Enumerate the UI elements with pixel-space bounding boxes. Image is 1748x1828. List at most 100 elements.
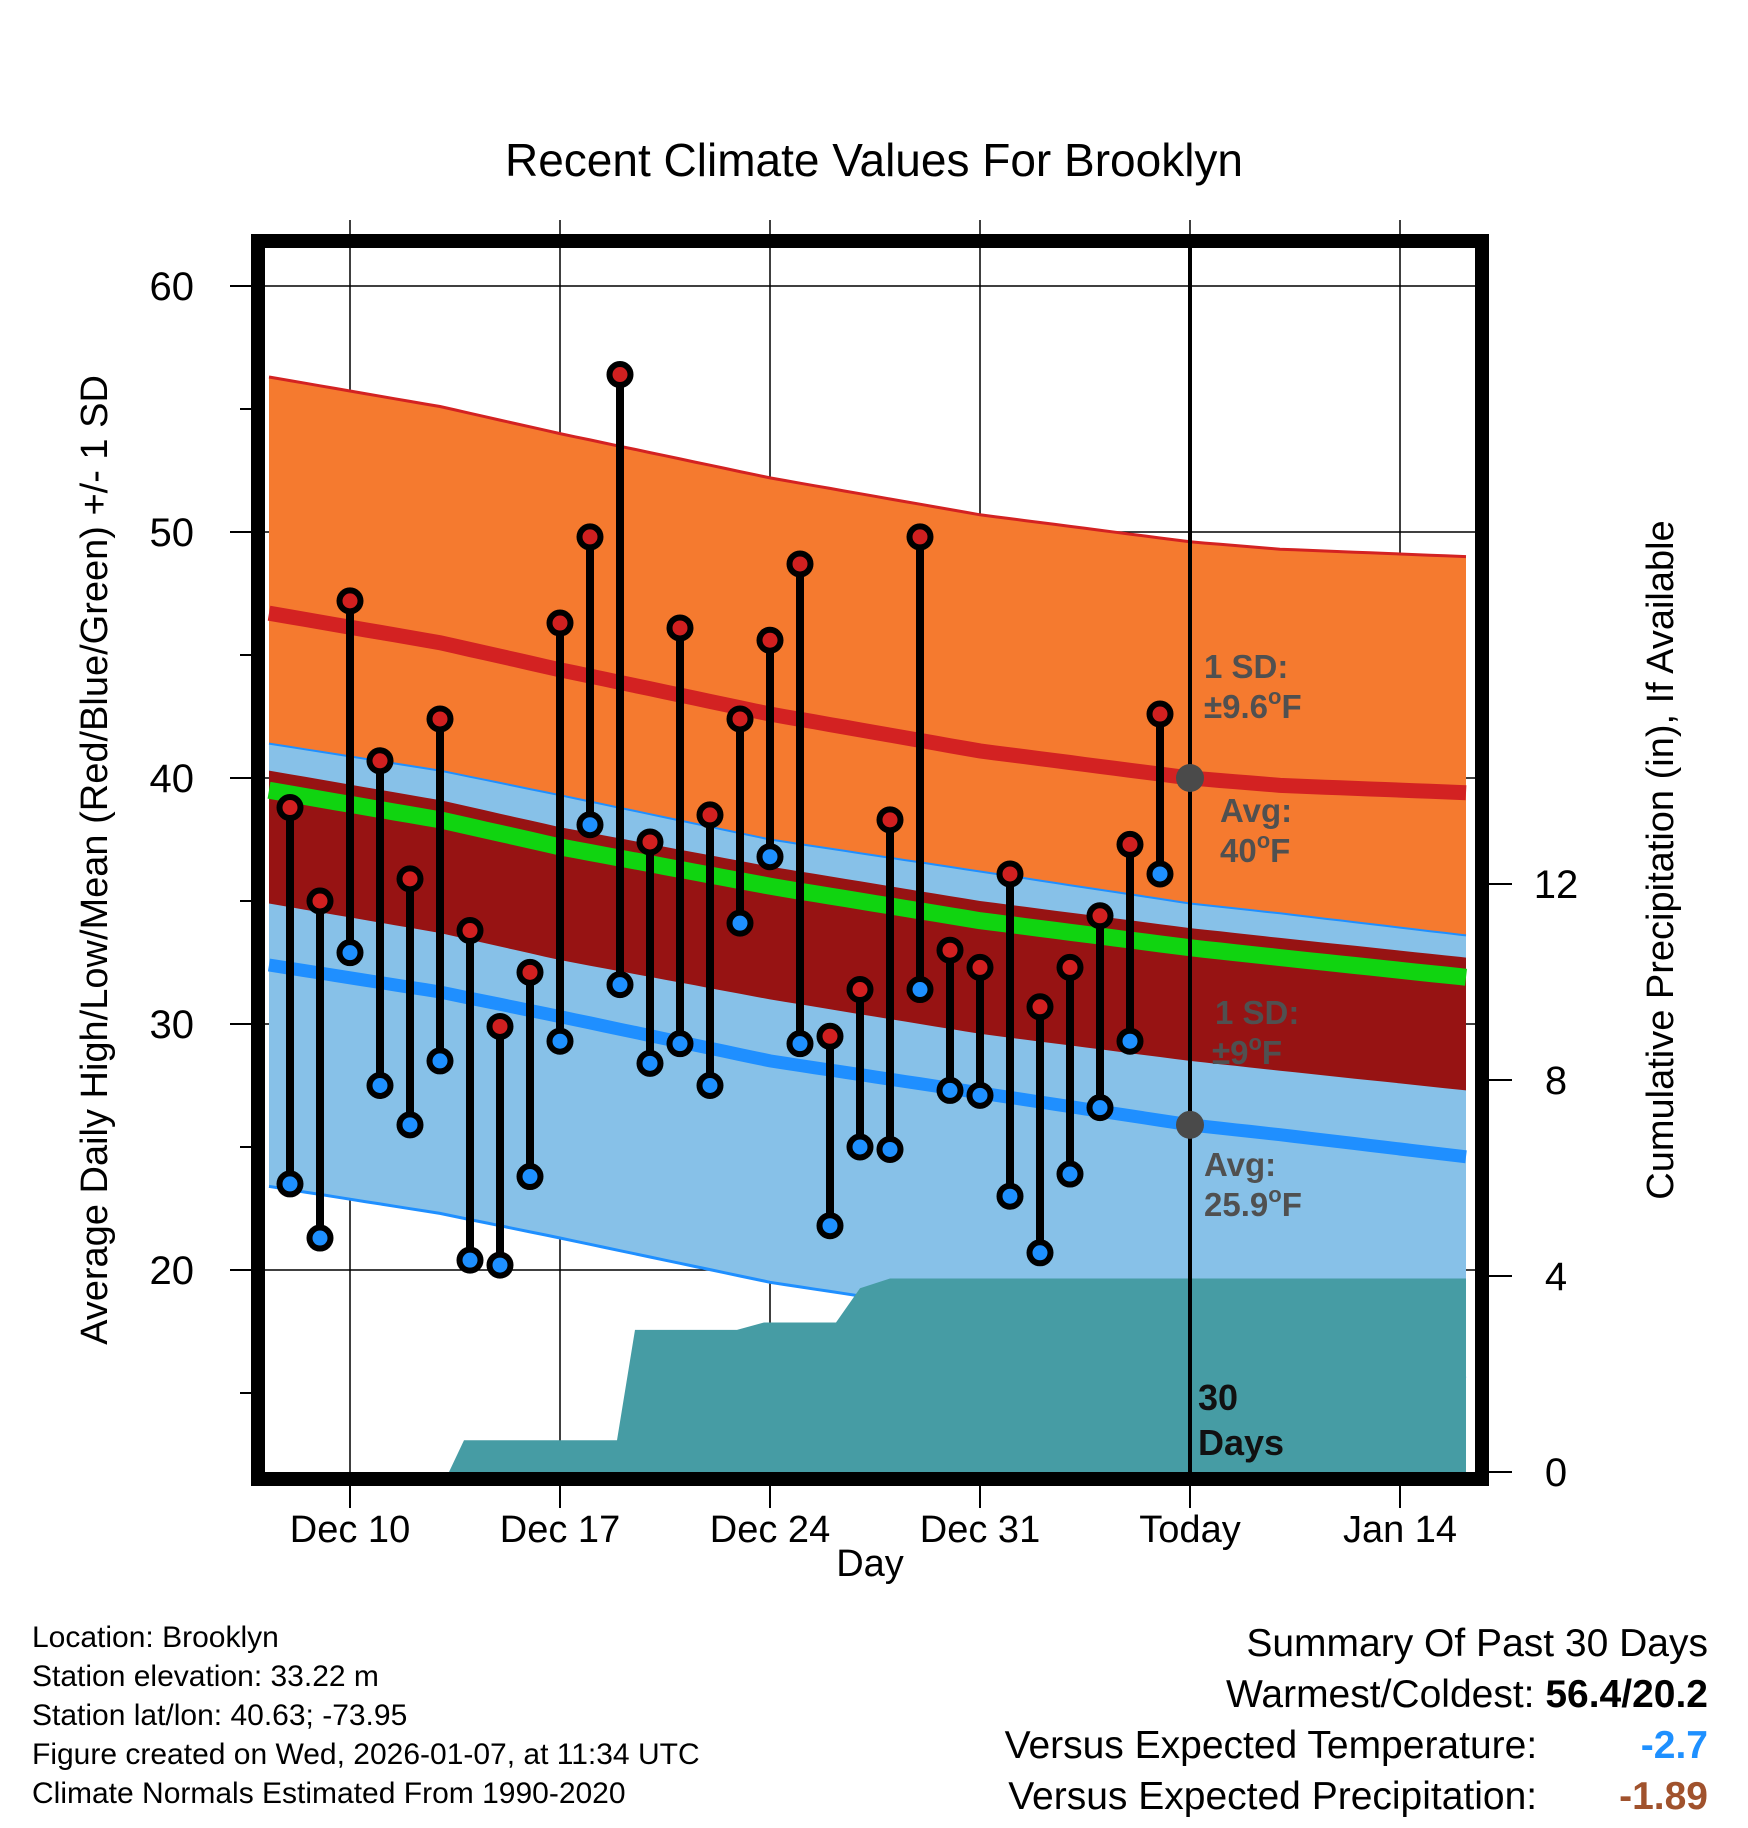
warmest-coldest-label: Warmest/Coldest: xyxy=(1226,1673,1535,1716)
high-mean-line xyxy=(267,605,1467,801)
high-avg-value: 40oF xyxy=(1220,828,1290,869)
high-point xyxy=(936,936,964,964)
elevation-text: Station elevation: 33.22 m xyxy=(32,1660,379,1693)
high-point xyxy=(336,587,364,615)
mean-line xyxy=(267,781,1467,986)
low-point xyxy=(1056,1160,1084,1188)
low-point xyxy=(1086,1094,1114,1122)
temp-label: Versus Expected Temperature: xyxy=(1004,1724,1538,1767)
low-point xyxy=(996,1182,1024,1210)
low-point xyxy=(726,909,754,937)
today-low-normal-marker xyxy=(1176,1110,1204,1139)
low-sd-upper-line xyxy=(268,742,1467,937)
low-avg-label: Avg: xyxy=(1204,1146,1276,1183)
y2-tick-label: 12 xyxy=(1534,863,1579,907)
precip-label: Versus Expected Precipitation: xyxy=(1008,1775,1538,1818)
today-high-normal-marker xyxy=(1176,764,1204,792)
y-tick-label: 20 xyxy=(150,1249,195,1293)
low-point xyxy=(1026,1239,1054,1267)
x-tick-label: Dec 31 xyxy=(920,1509,1040,1551)
plot-frame xyxy=(251,234,1489,1486)
low-point xyxy=(846,1133,874,1161)
axes: 20 30 40 50 60 0 4 8 12 Dec 10 Dec 17 Dec 24 Dec 31 T… xyxy=(150,265,1579,1551)
climate-chart: Recent Climate Values For Brooklyn 1 SD:… xyxy=(74,134,1682,1585)
low-point xyxy=(516,1163,544,1191)
x-axis-label: Day xyxy=(836,1543,904,1585)
daily-stems xyxy=(286,374,1164,1266)
low-point xyxy=(426,1047,454,1075)
low-point xyxy=(396,1111,424,1139)
high-point xyxy=(1026,993,1054,1021)
high-point xyxy=(666,614,694,642)
low-point xyxy=(816,1212,844,1240)
high-sd-label: 1 SD: xyxy=(1204,648,1288,685)
low-point xyxy=(876,1135,904,1163)
high-point xyxy=(576,523,604,551)
normals-text: Climate Normals Estimated From 1990-2020 xyxy=(32,1777,626,1810)
days-word: Days xyxy=(1198,1422,1284,1463)
high-avg-label: Avg: xyxy=(1220,792,1292,829)
high-point xyxy=(1116,830,1144,858)
y-axis-label: Average Daily High/Low/Mean (Red/Blue/Gr… xyxy=(74,375,116,1345)
low-point xyxy=(786,1030,814,1058)
precip-area xyxy=(269,1278,1466,1472)
high-point xyxy=(516,958,544,986)
low-point xyxy=(576,811,604,839)
high-point xyxy=(306,887,334,915)
low-point xyxy=(486,1251,514,1279)
today-line xyxy=(1176,248,1204,1472)
high-point xyxy=(906,523,934,551)
warmest-coldest-value: 56.4/20.2 xyxy=(1545,1673,1708,1716)
low-point xyxy=(1116,1027,1144,1055)
low-point xyxy=(366,1072,394,1099)
annotations: 1 SD: ±9.6oF Avg: 40oF 1 SD: ±9oF Avg: 2… xyxy=(1198,648,1302,1463)
high-point xyxy=(696,801,724,829)
station-info: Location: Brooklyn Station elevation: 33… xyxy=(32,1618,700,1813)
y2-tick-label: 8 xyxy=(1545,1059,1567,1103)
low-point xyxy=(756,843,784,871)
latlon-text: Station lat/lon: 40.63; -73.95 xyxy=(32,1699,408,1732)
high-point xyxy=(786,550,814,578)
low-point xyxy=(906,976,934,1004)
high-point xyxy=(726,705,754,733)
days-number: 30 xyxy=(1198,1377,1238,1418)
x-tick-label: Dec 17 xyxy=(500,1509,620,1551)
temp-row: Versus Expected Temperature: -2.7 xyxy=(1005,1720,1708,1771)
high-sd-upper-line xyxy=(268,375,1467,559)
y2-axis-label: Cumulative Precipitation (in), If Availa… xyxy=(1640,520,1682,1199)
daily-markers xyxy=(276,361,1174,1279)
high-point xyxy=(456,917,484,945)
low-mean-line xyxy=(267,958,1467,1164)
low-point xyxy=(966,1081,994,1109)
low-point xyxy=(666,1030,694,1058)
high-point xyxy=(996,860,1024,888)
y2-tick-label: 0 xyxy=(1545,1451,1567,1495)
x-tick-label: Dec 24 xyxy=(710,1509,830,1551)
chart-title: Recent Climate Values For Brooklyn xyxy=(505,134,1243,186)
low-point xyxy=(636,1049,664,1077)
high-point xyxy=(426,705,454,733)
low-point xyxy=(696,1072,724,1099)
normal-bands xyxy=(267,375,1467,1380)
low-point xyxy=(546,1027,574,1055)
y-tick-label: 50 xyxy=(150,511,195,555)
low-point xyxy=(456,1246,484,1274)
x-tick-label: Dec 10 xyxy=(290,1509,410,1551)
low-sd-label: 1 SD: xyxy=(1215,994,1299,1031)
temp-value: -2.7 xyxy=(1640,1724,1708,1767)
precip-value: -1.89 xyxy=(1619,1775,1708,1818)
summary-title: Summary Of Past 30 Days xyxy=(1246,1622,1708,1665)
low-sd-value: ±9oF xyxy=(1212,1030,1282,1071)
low-point xyxy=(306,1224,334,1252)
high-point xyxy=(366,747,394,775)
high-point xyxy=(1056,953,1084,981)
x-tick-label: Jan 14 xyxy=(1343,1509,1457,1551)
high-point xyxy=(396,865,424,893)
y-tick-label: 60 xyxy=(150,265,195,309)
high-point xyxy=(816,1022,844,1050)
low-point xyxy=(276,1170,304,1198)
high-sd-value: ±9.6oF xyxy=(1204,684,1302,725)
high-point xyxy=(876,806,904,834)
high-point xyxy=(606,361,634,389)
low-point xyxy=(606,971,634,999)
